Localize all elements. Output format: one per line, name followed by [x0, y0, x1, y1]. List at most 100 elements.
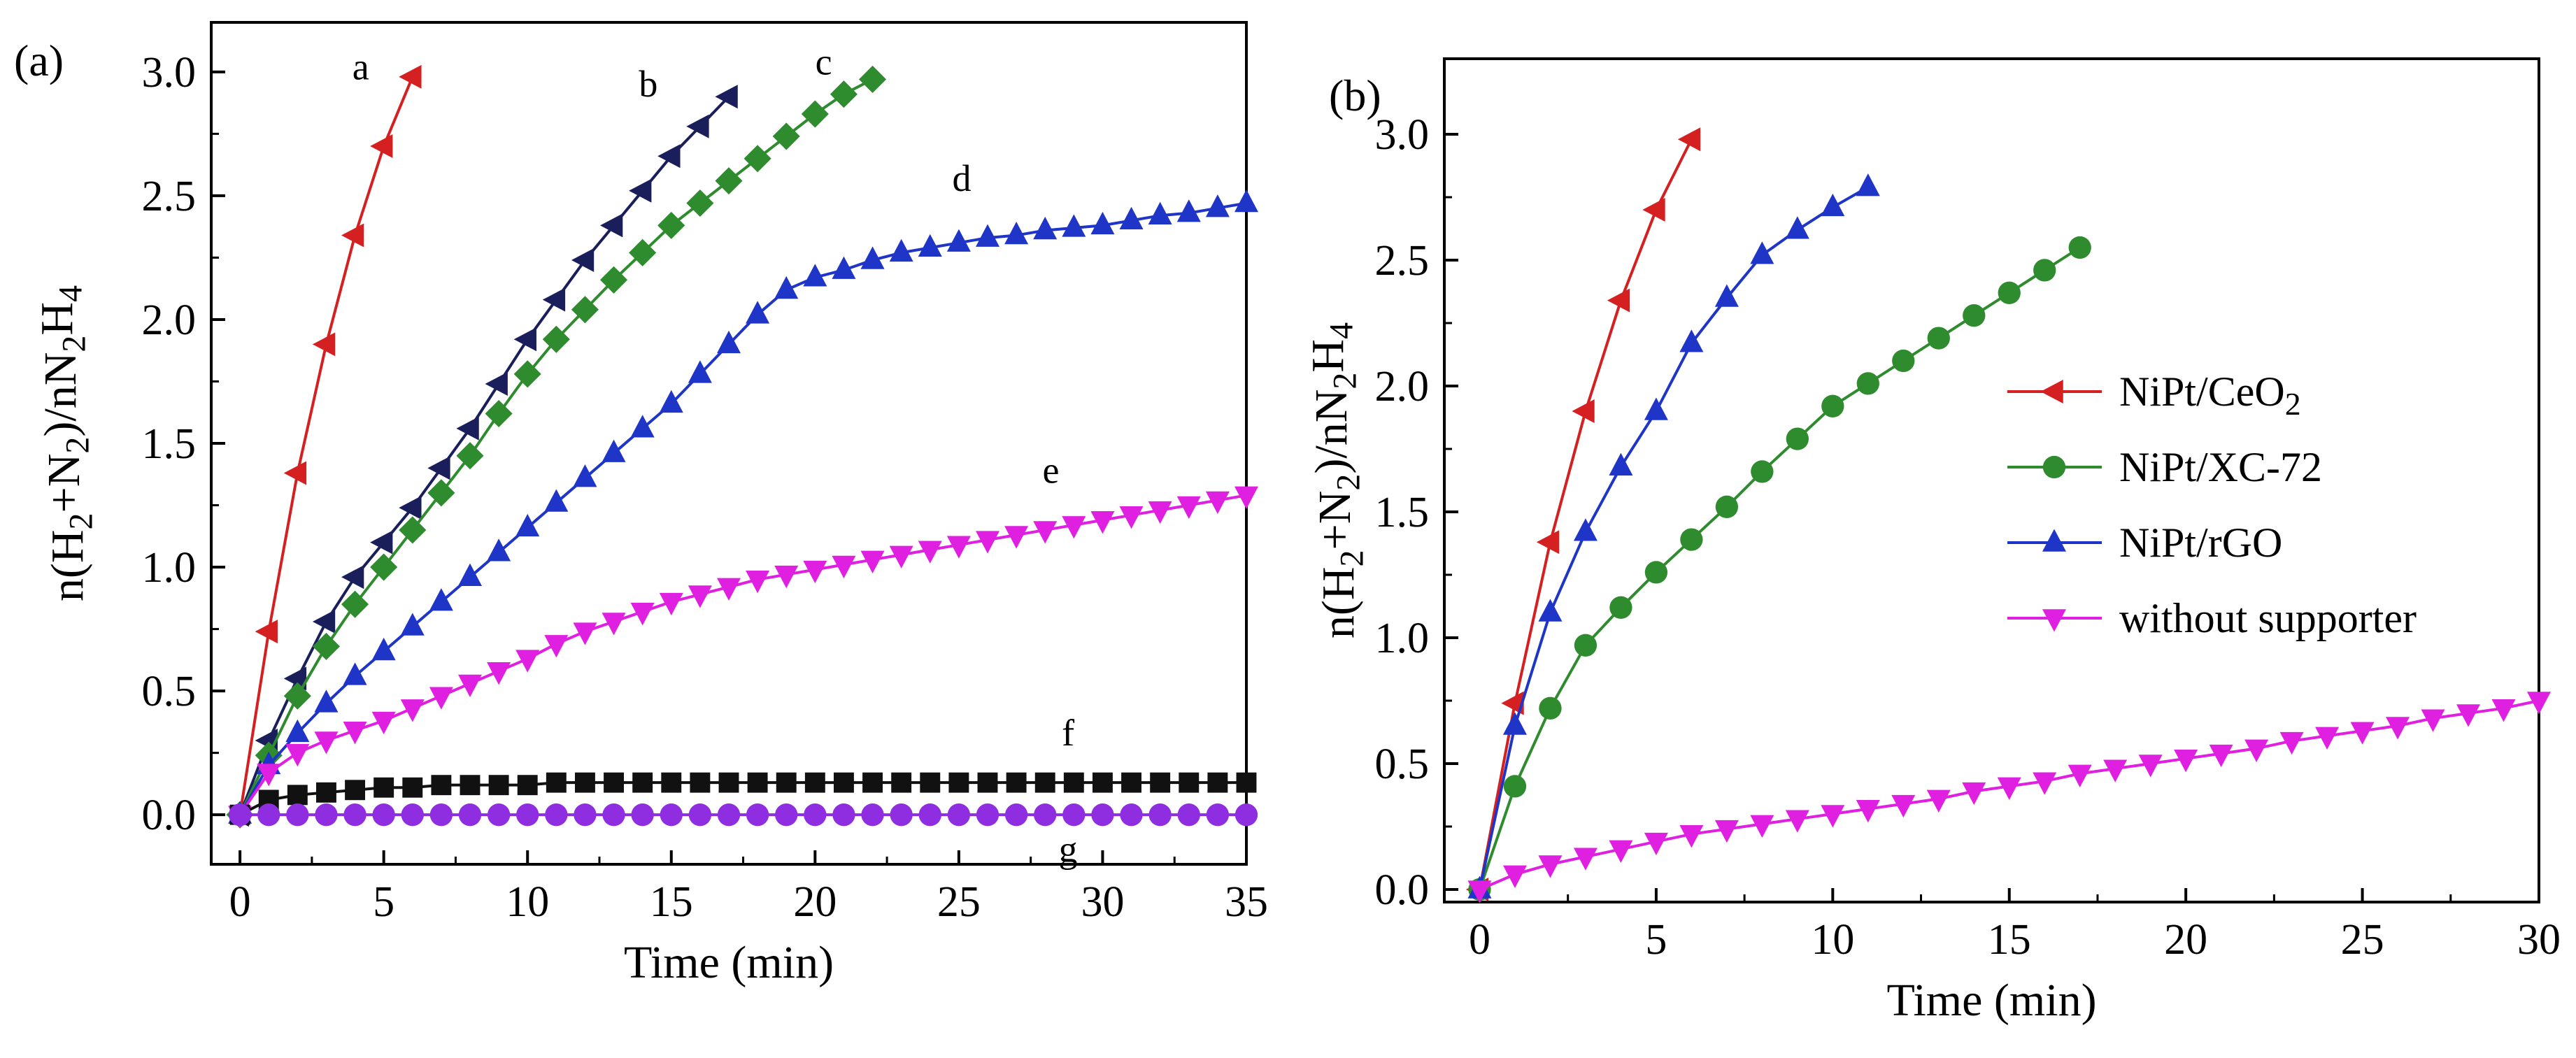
data-point [774, 565, 799, 589]
curve-label-g: g [1059, 828, 1078, 870]
panel-b: 0 5 10 15 20 25 30 0.0 0.5 1.0 1.5 2.0 2.5 3.0 Time (m… [1302, 57, 2561, 1026]
data-point [976, 531, 999, 554]
data-point [1234, 189, 1258, 213]
y-tick-label-b: 0.0 [1375, 866, 1430, 914]
data-point [312, 332, 336, 357]
data-point [600, 213, 623, 238]
data-point [1714, 820, 1739, 843]
data-point [1679, 329, 1704, 352]
data-point [285, 719, 310, 743]
data-point [1536, 530, 1560, 555]
data-point [688, 360, 712, 383]
y-tick-label-b: 2.0 [1375, 363, 1430, 410]
data-point [513, 327, 536, 352]
panel-a: 0 5 10 15 20 25 30 35 0.0 0.5 1.0 1.5 2.0 2.5 3.0 Time … [14, 21, 1268, 988]
data-point [1644, 832, 1668, 856]
curve-label-d: d [953, 157, 972, 199]
data-point [283, 682, 311, 710]
data-point [431, 775, 452, 796]
data-point [287, 785, 308, 806]
data-point [717, 578, 741, 601]
data-point [401, 803, 424, 827]
plot-frame-b [1443, 57, 2540, 903]
y-tick-label-a: 0.5 [142, 668, 197, 715]
data-point [1821, 805, 1845, 828]
curve-label-b: b [639, 63, 657, 105]
data-point [370, 134, 393, 159]
data-point [1539, 696, 1562, 720]
data-point [1821, 193, 1845, 217]
data-point [1679, 825, 1704, 848]
data-point [1090, 511, 1115, 534]
data-point [1856, 800, 1880, 823]
data-point [1176, 199, 1201, 222]
data-point [1998, 281, 2021, 304]
y-tick-label-a: 1.5 [142, 420, 197, 468]
data-point [488, 775, 509, 796]
data-point [746, 803, 769, 827]
data-point [1644, 397, 1668, 420]
data-point [1609, 840, 1633, 863]
x-tick-label-b: 5 [1645, 916, 1667, 964]
x-tick-label-a: 25 [937, 878, 981, 926]
data-point [1004, 803, 1028, 827]
data-point [948, 772, 969, 793]
data-point [1962, 782, 1986, 806]
data-point [1680, 528, 1703, 551]
data-point [1176, 496, 1201, 520]
data-point [1785, 216, 1809, 239]
data-point [602, 439, 626, 462]
data-point [920, 772, 941, 793]
data-point [573, 464, 597, 487]
data-point [1607, 288, 1630, 313]
series-a-2 [226, 65, 887, 829]
data-point [860, 550, 885, 573]
data-point [1033, 521, 1058, 544]
data-point [2350, 722, 2375, 745]
panel-label-a: (a) [14, 36, 64, 85]
x-tick-label-a: 0 [229, 878, 251, 926]
data-point [918, 234, 942, 257]
data-point [228, 803, 252, 827]
data-point [976, 224, 999, 247]
data-point [747, 772, 768, 793]
data-point [341, 565, 364, 589]
series-a-6 [228, 803, 1258, 827]
legend-marker [2040, 380, 2063, 403]
data-point [686, 114, 709, 138]
data-point [2244, 739, 2269, 762]
data-point [862, 772, 883, 793]
data-point [341, 223, 364, 248]
data-point [1750, 241, 1774, 264]
legend-label: NiPt/rGO [2119, 520, 2282, 566]
y-tick-label-b: 2.5 [1375, 237, 1430, 285]
data-point [571, 296, 599, 324]
data-point [400, 699, 425, 722]
data-point [889, 545, 913, 569]
data-point [1573, 518, 1597, 541]
data-point [544, 489, 569, 512]
data-point [1062, 803, 1086, 827]
data-point [774, 276, 799, 299]
data-point [717, 330, 741, 354]
data-point [255, 620, 278, 644]
series-b-0 [1465, 127, 1701, 901]
data-point [1205, 194, 1230, 217]
data-point [399, 64, 422, 89]
data-point [1150, 772, 1171, 793]
data-point [345, 780, 366, 801]
data-point [285, 743, 310, 767]
data-point [1092, 772, 1113, 793]
data-point [630, 415, 655, 438]
data-point [574, 772, 595, 793]
y-tick-label-b: 0.5 [1375, 741, 1430, 788]
data-point [456, 442, 484, 470]
data-point [257, 803, 280, 827]
data-point [1572, 399, 1595, 423]
data-point [487, 538, 511, 562]
data-point [343, 722, 367, 745]
data-point [715, 167, 743, 195]
data-point [657, 211, 685, 239]
data-point [1786, 427, 1809, 450]
data-point [427, 456, 450, 480]
